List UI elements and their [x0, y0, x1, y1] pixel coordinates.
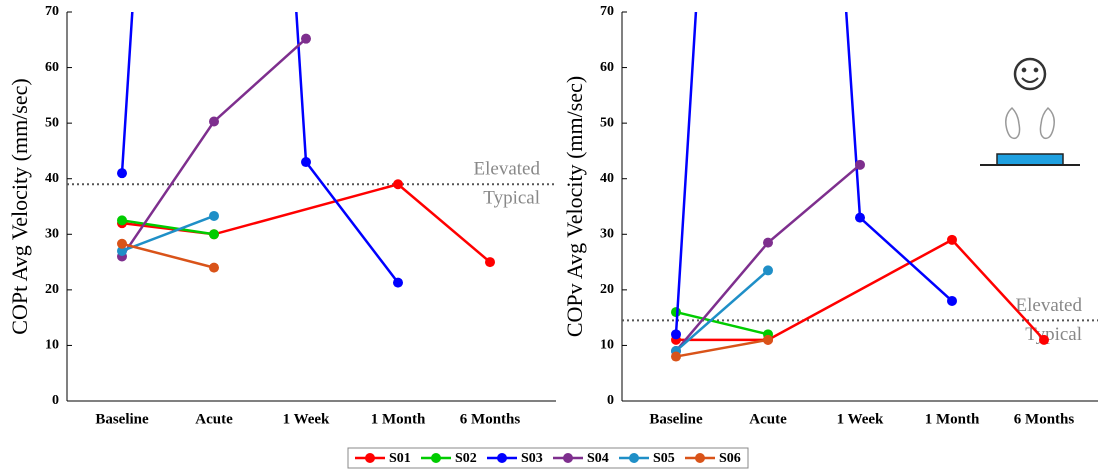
x-tick-label: 1 Month — [371, 411, 426, 427]
y-tick-label: 50 — [45, 115, 59, 130]
x-tick-label: Baseline — [649, 411, 703, 427]
series-line — [676, 340, 768, 357]
x-tick-label: Baseline — [95, 411, 149, 427]
series-line — [122, 184, 490, 262]
legend-label: S03 — [521, 451, 543, 466]
marker — [763, 238, 773, 248]
y-axis-label: COPt Avg Velocity (mm/sec) — [7, 78, 32, 334]
y-tick-label: 60 — [600, 60, 614, 75]
marker — [209, 116, 219, 126]
y-tick-label: 10 — [600, 338, 614, 353]
marker — [393, 278, 403, 288]
marker — [117, 239, 127, 249]
legend-marker — [695, 453, 705, 463]
marker — [301, 34, 311, 44]
reference-label: Elevated — [474, 159, 541, 180]
marker — [947, 235, 957, 245]
posture-icon — [980, 59, 1080, 165]
legend-marker — [365, 453, 375, 463]
marker — [671, 352, 681, 362]
y-tick-label: 40 — [45, 171, 59, 186]
y-tick-label: 0 — [52, 393, 59, 408]
x-tick-label: 6 Months — [460, 411, 521, 427]
reference-label: Typical — [483, 188, 540, 209]
figure: S01 S02 S03 S04 S05 S06 0 10 20 30 40 50 60 70 Baseli… — [0, 0, 1099, 469]
legend-marker — [431, 453, 441, 463]
plot-area — [671, 0, 1049, 362]
legend: S01 S02 S03 S04 S05 S06 — [348, 448, 748, 468]
y-tick-label: 50 — [600, 115, 614, 130]
marker — [1039, 335, 1049, 345]
legend-marker — [629, 453, 639, 463]
y-tick-label: 60 — [45, 60, 59, 75]
legend-marker — [563, 453, 573, 463]
legend-label: S02 — [455, 451, 477, 466]
marker — [485, 257, 495, 267]
legend-label: S05 — [653, 451, 675, 466]
y-axis-label: COPv Avg Velocity (mm/sec) — [562, 76, 587, 337]
marker — [301, 157, 311, 167]
x-tick-label: Acute — [749, 411, 787, 427]
marker — [209, 263, 219, 273]
marker — [855, 160, 865, 170]
series-line — [676, 312, 768, 334]
marker — [393, 179, 403, 189]
y-tick-label: 30 — [45, 227, 59, 242]
y-tick-label: 40 — [600, 171, 614, 186]
marker — [117, 168, 127, 178]
marker — [671, 329, 681, 339]
series-line — [122, 244, 214, 268]
marker — [947, 296, 957, 306]
legend-label: S01 — [389, 451, 411, 466]
y-tick-label: 0 — [607, 393, 614, 408]
reference-label: Elevated — [1016, 295, 1083, 316]
y-tick-label: 70 — [45, 4, 59, 19]
legend-marker — [497, 453, 507, 463]
marker — [117, 215, 127, 225]
legend-label: S04 — [587, 451, 609, 466]
marker — [763, 265, 773, 275]
y-tick-label: 10 — [45, 338, 59, 353]
marker — [209, 229, 219, 239]
series-line — [676, 165, 860, 351]
series-line — [122, 0, 398, 283]
y-tick-label: 70 — [600, 4, 614, 19]
y-tick-label: 20 — [45, 282, 59, 297]
reference-label: Typical — [1025, 324, 1082, 345]
x-tick-label: 1 Week — [283, 411, 330, 427]
y-tick-label: 30 — [600, 227, 614, 242]
y-tick-label: 20 — [600, 282, 614, 297]
marker — [209, 211, 219, 221]
series-line — [676, 0, 952, 334]
marker — [763, 335, 773, 345]
marker — [855, 213, 865, 223]
x-tick-label: Acute — [195, 411, 233, 427]
x-tick-label: 1 Month — [925, 411, 980, 427]
plot-area — [117, 0, 495, 288]
x-tick-label: 1 Week — [837, 411, 884, 427]
x-tick-label: 6 Months — [1014, 411, 1075, 427]
legend-label: S06 — [719, 451, 741, 466]
